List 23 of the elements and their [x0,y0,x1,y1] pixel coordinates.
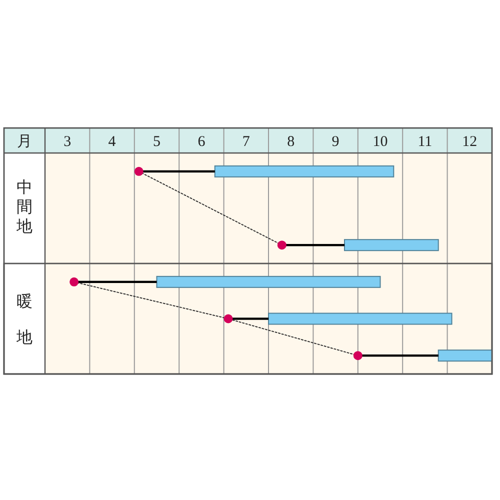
x-tick-label: 6 [198,134,206,150]
point [134,166,144,176]
point [70,277,79,286]
x-tick-label: 5 [153,134,160,150]
x-tick-label: 3 [64,134,72,150]
x-tick-label: 12 [462,134,478,150]
point [224,314,233,324]
bar [344,239,439,252]
x-tick-label: 7 [242,134,250,150]
bar [214,165,394,178]
point [353,351,362,360]
point [277,240,286,250]
text: 中間地 [16,178,32,236]
x-axis-title: 月 [17,132,32,150]
x-tick-label: 8 [287,134,295,150]
bar [156,276,381,288]
x-tick-label: 11 [418,134,432,150]
x-tick-label: 9 [332,134,340,150]
bar [268,312,452,325]
bar [438,350,492,362]
x-tick-label: 10 [372,134,388,150]
text: 暖地 [16,292,32,347]
x-tick-label: 4 [108,134,116,150]
